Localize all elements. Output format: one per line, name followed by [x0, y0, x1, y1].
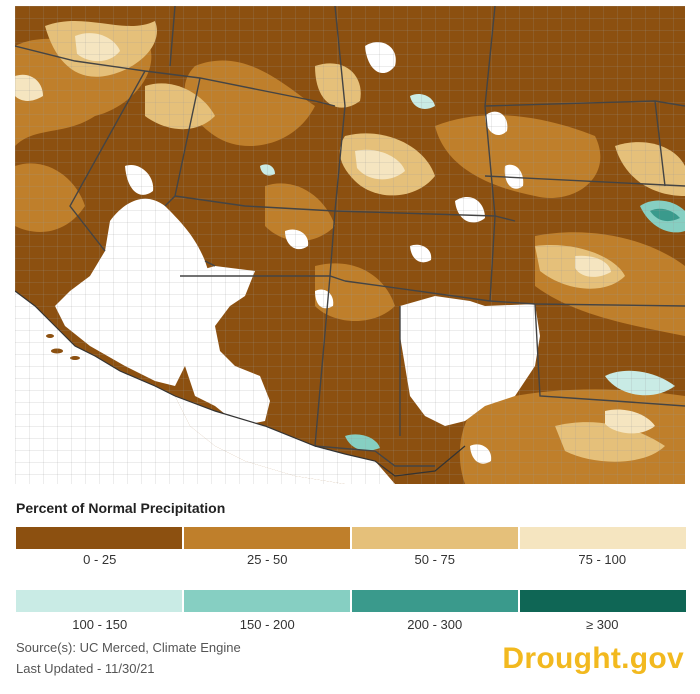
source-text: Source(s): UC Merced, Climate Engine — [16, 640, 241, 655]
state-boundaries — [15, 6, 685, 467]
drought-gov-logo[interactable]: Drought.gov — [502, 642, 684, 675]
legend-swatch-25-50 — [184, 527, 352, 549]
legend-label: 100 - 150 — [72, 617, 128, 632]
legend-label: 0 - 25 — [83, 552, 117, 567]
precipitation-map — [15, 6, 685, 484]
legend-label: 150 - 200 — [239, 617, 295, 632]
legend-swatches-wet — [16, 590, 686, 612]
county-grid — [15, 6, 685, 484]
legend-label: 25 - 50 — [247, 552, 288, 567]
legend-label: 75 - 100 — [578, 552, 627, 567]
legend-label: 200 - 300 — [407, 617, 463, 632]
legend-swatch-150-200 — [184, 590, 352, 612]
legend-labels-dry: 0 - 25 25 - 50 50 - 75 75 - 100 — [16, 552, 686, 567]
legend-labels-wet: 100 - 150 150 - 200 200 - 300 ≥ 300 — [16, 617, 686, 632]
legend-title: Percent of Normal Precipitation — [16, 500, 226, 516]
legend-swatch-gte-300 — [520, 590, 686, 612]
last-updated-text: Last Updated - 11/30/21 — [16, 661, 155, 676]
mexico-border — [174, 395, 466, 477]
legend-swatch-0-25 — [16, 527, 184, 549]
legend-swatch-100-150 — [16, 590, 184, 612]
legend-label: 50 - 75 — [414, 552, 455, 567]
legend-label: ≥ 300 — [586, 617, 619, 632]
legend-swatch-75-100 — [520, 527, 686, 549]
coastline — [15, 290, 176, 397]
legend-swatch-200-300 — [352, 590, 520, 612]
legend-swatches-dry — [16, 527, 686, 549]
legend-swatch-50-75 — [352, 527, 520, 549]
